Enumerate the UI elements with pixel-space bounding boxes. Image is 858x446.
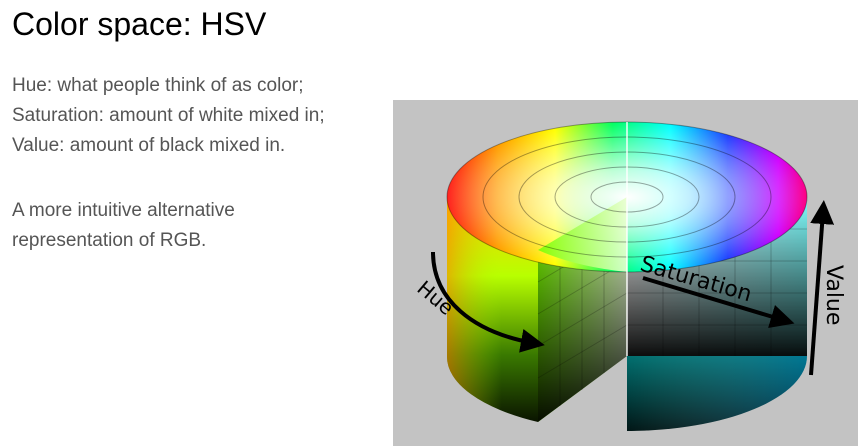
slide-title: Color space: HSV [12, 6, 267, 42]
hsv-cylinder-figure: Hue Saturation Value [393, 100, 858, 446]
value-definition: Value: amount of black mixed in. [12, 135, 286, 156]
value-label: Value [821, 265, 846, 325]
summary-line-2: representation of RGB. [12, 230, 207, 251]
summary-line-1: A more intuitive alternative [12, 200, 235, 221]
saturation-definition: Saturation: amount of white mixed in; [12, 105, 325, 126]
hsv-definitions: Hue: what people think of as color; Satu… [12, 71, 325, 161]
hue-definition: Hue: what people think of as color; [12, 75, 304, 96]
top-cut-wedge [538, 197, 627, 272]
value-arrow [809, 200, 835, 376]
hsv-cylinder-illustration: Hue Saturation Value [413, 121, 846, 431]
saturation-arrow [642, 276, 795, 329]
hsv-summary: A more intuitive alternative representat… [12, 196, 235, 256]
hue-arrow [431, 251, 545, 353]
